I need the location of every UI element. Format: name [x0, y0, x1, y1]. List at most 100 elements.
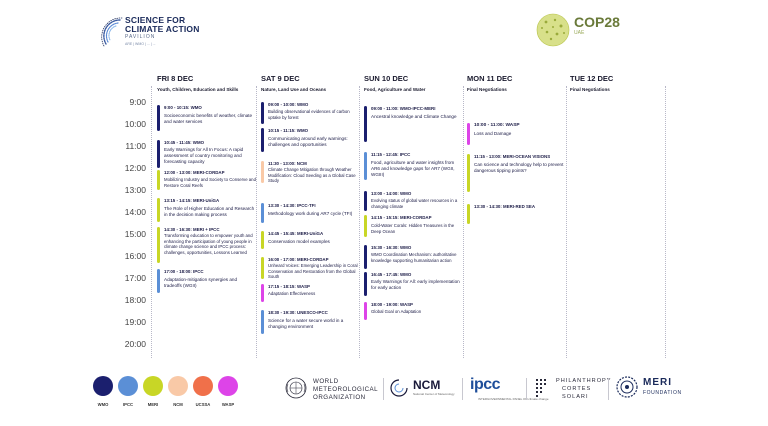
day-title: FRI 8 DEC	[157, 74, 194, 83]
time-label: 13:00	[124, 185, 146, 195]
event-title: WMO Coordination Mechanism: authoritativ…	[371, 252, 457, 263]
event-title: Ancestral knowledge and Climate Change	[371, 114, 457, 119]
event-time: 18:30 - 19:30: UNESCO-IPCC	[268, 310, 328, 315]
event-org-color-bar	[467, 123, 470, 145]
time-label: 19:00	[124, 317, 146, 327]
philanthropy-line3: SOLARI	[562, 394, 589, 400]
event-title: Mobilizing Industry and Society to Conse…	[164, 177, 256, 188]
logo-separator	[462, 378, 463, 400]
event-org-color-bar	[364, 272, 367, 296]
event-title: Cold-Water Corals: Hidden Treasures in t…	[371, 223, 455, 234]
event-org-color-bar	[157, 105, 160, 131]
sfca-title-line1: SCIENCE FOR	[125, 15, 186, 25]
event-title: Early Warnings for All: early implementa…	[371, 279, 460, 291]
time-label: 14:00	[124, 207, 146, 217]
sfca-title-line3: PAVILION	[125, 34, 156, 40]
event-time: 17:15 - 18:15: WASP	[268, 284, 310, 289]
philanthropy-grid-icon	[536, 379, 546, 397]
event-time: 16:45 - 17:45: WMO	[371, 272, 412, 277]
column-divider	[151, 86, 152, 358]
time-label: 18:00	[124, 295, 146, 305]
event-org-color-bar	[261, 161, 264, 183]
ncm-subtitle: National Center of Meteorology	[413, 392, 455, 396]
event-org-color-bar	[157, 269, 160, 293]
event-org-color-bar	[467, 154, 470, 192]
legend-label: MERI	[147, 402, 159, 407]
event-org-color-bar	[261, 128, 264, 152]
event-org-color-bar	[261, 203, 264, 223]
sfca-partners-line: ARE | WMO | ... | ...	[125, 42, 156, 46]
column-divider	[359, 86, 360, 358]
time-label: 11:00	[125, 141, 146, 151]
time-label: 10:00	[124, 119, 146, 129]
legend-label: NCM	[173, 402, 183, 407]
event-org-color-bar	[157, 140, 160, 168]
logo-separator	[383, 378, 384, 400]
event-title: Early Warnings for All In Focus: A rapid…	[164, 147, 244, 165]
event-time: 15:30 - 16:30: WMO	[371, 245, 412, 250]
event-title: Science for a water secure world in a ch…	[268, 318, 344, 330]
legend-swatch-meri	[143, 376, 163, 396]
event-org-color-bar	[364, 215, 367, 237]
event-time: 14:15 - 15:15: MERI-CORDAP	[371, 215, 432, 220]
legend-label: WMO	[97, 402, 109, 407]
event-org-color-bar	[261, 102, 264, 124]
cop28-subtitle: UAE	[574, 30, 585, 36]
event-org-color-bar	[261, 310, 264, 334]
column-divider	[256, 86, 257, 358]
event-time: 13:30 - 14:30: MERI-RED SEA	[474, 204, 535, 209]
event-title: Adaptation-mitigation synergies and trad…	[164, 277, 238, 289]
event-title: Climate Change Mitigation through Weathe…	[268, 167, 356, 184]
time-label: 12:00	[124, 163, 146, 173]
event-org-color-bar	[157, 198, 160, 222]
event-time: 18:00 - 19:00: WASP	[371, 302, 413, 307]
event-title: Socioeconomic benefits of weather, clima…	[164, 113, 253, 125]
event-org-color-bar	[157, 170, 160, 190]
legend-swatch-ipcc	[118, 376, 138, 396]
time-label: 17:00	[124, 273, 146, 283]
time-label: 9:00	[129, 97, 146, 107]
legend-swatch-wmo	[93, 376, 113, 396]
time-label: 15:00	[124, 229, 146, 239]
ipcc-subtitle: INTERGOVERNMENTAL PANEL ON climate chang…	[478, 397, 549, 401]
event-title: Transforming education to empower youth …	[164, 233, 253, 255]
cop28-title: COP28	[574, 14, 620, 30]
event-title: Evolving status of global water resource…	[371, 198, 458, 209]
column-divider	[566, 86, 567, 358]
meri-name: MERI	[643, 377, 672, 388]
meri-emblem-icon	[616, 376, 638, 398]
event-org-color-bar	[364, 106, 367, 142]
event-time: 14:30 - 16:30: MERI + IPCC	[164, 227, 220, 232]
event-time: 16:00 - 17:00: MERI-CORDAP	[268, 257, 329, 262]
event-time: 10:00 - 11:00: WASP	[474, 123, 520, 128]
legend-swatch-ncm	[168, 376, 188, 396]
event-title: Loss and Damage	[474, 131, 512, 136]
event-time: 17:00 - 18:00: IPCC	[164, 269, 204, 274]
event-time: 11:15 - 13:00: MERI-OCEAN VISIONS	[474, 154, 551, 159]
event-time: 09:00 - 10:00: WMO	[268, 102, 309, 107]
wmo-name-line3: ORGANIZATION	[313, 394, 366, 401]
event-title: Methodology work during AR7 cycle (TFI)	[268, 211, 353, 216]
day-title: MON 11 DEC	[467, 74, 513, 83]
legend-label: IPCC	[122, 402, 133, 407]
legend-swatch-ucssa	[193, 376, 213, 396]
day-theme: Final Negotiations	[467, 87, 507, 92]
meri-subtitle: FOUNDATION	[643, 390, 682, 396]
wmo-name-line1: WORLD	[313, 378, 339, 385]
time-label: 16:00	[124, 251, 146, 261]
event-title: The Role of Higher Education and Researc…	[164, 206, 255, 218]
day-title: TUE 12 DEC	[570, 74, 614, 83]
event-org-color-bar	[261, 231, 264, 249]
event-time: 13:15 - 14:15: MERI-UniGA	[164, 198, 220, 203]
event-org-color-bar	[157, 227, 160, 263]
time-label: 20:00	[124, 339, 146, 349]
event-title: Building observational evidences of carb…	[268, 109, 350, 120]
event-org-color-bar	[364, 152, 367, 180]
event-title: Adaptation Effectiveness	[268, 291, 316, 296]
event-title: Can science and technology help to preve…	[474, 162, 564, 174]
event-time: 10:45 - 11:45: WMO	[164, 140, 205, 145]
legend-label: UCSSA	[195, 402, 211, 407]
legend-swatch-wasp	[218, 376, 238, 396]
event-title: Food, agriculture and water insights fro…	[371, 160, 455, 178]
wmo-emblem-icon	[285, 377, 307, 399]
